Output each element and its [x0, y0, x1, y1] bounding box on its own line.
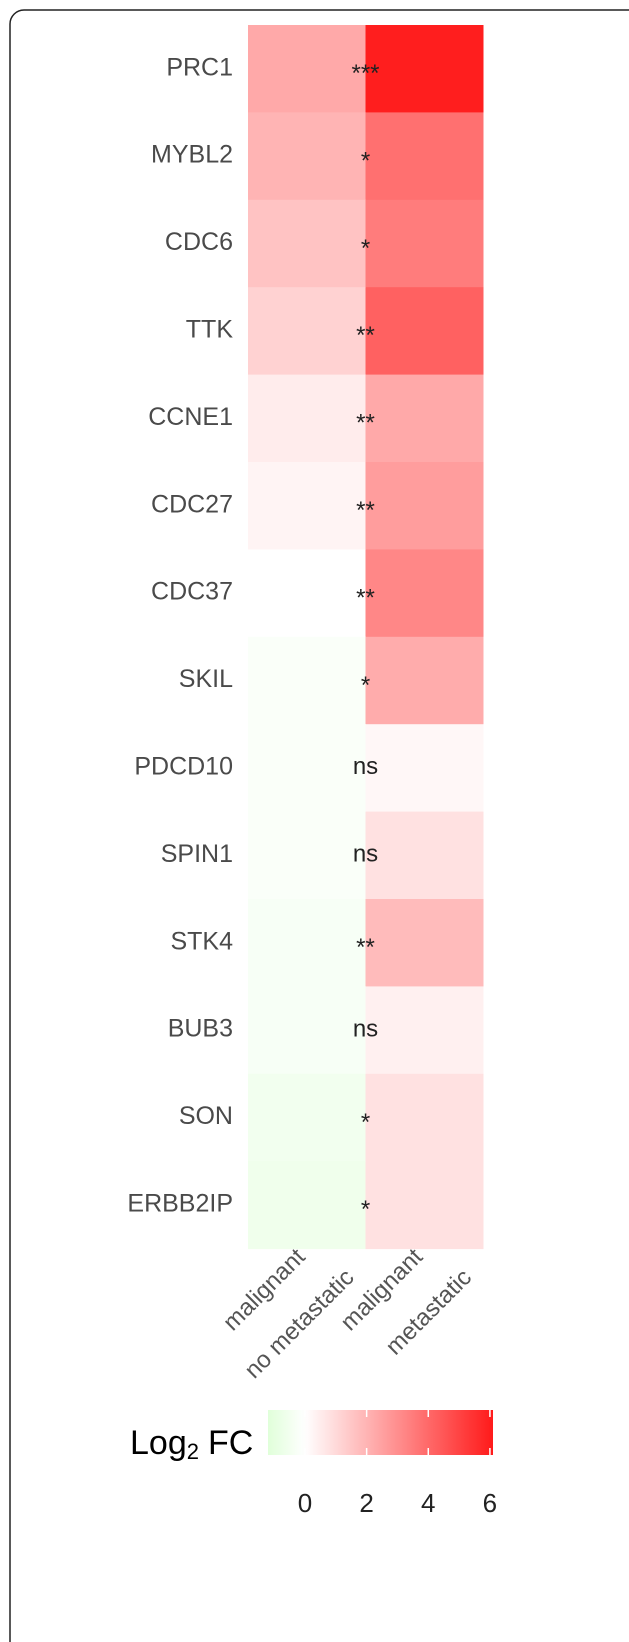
significance-label: ** [356, 410, 375, 437]
significance-label: * [361, 1196, 370, 1223]
cell [365, 287, 484, 376]
colorbar [268, 1410, 493, 1455]
cell [248, 899, 366, 987]
row-label: MYBL2 [151, 141, 233, 169]
cell [248, 986, 366, 1075]
row-label: CDC37 [151, 578, 233, 606]
cell [248, 549, 366, 638]
cell [248, 724, 366, 813]
cell [365, 986, 484, 1075]
row-label: CCNE1 [148, 403, 233, 431]
cell [365, 724, 484, 813]
cell [365, 811, 484, 900]
significance-label: ns [353, 753, 378, 780]
cell [365, 899, 484, 987]
significance-label: ** [356, 584, 375, 611]
cell [365, 1073, 484, 1162]
colorbar-tick-label: 6 [483, 1488, 497, 1518]
significance-label: ** [356, 497, 375, 524]
cell [248, 199, 366, 288]
row-label: BUB3 [168, 1015, 233, 1043]
row-label: SPIN1 [161, 840, 233, 868]
colorbar-title-subscript: 2 [187, 1439, 199, 1464]
cell [248, 1073, 366, 1162]
row-label: ERBB2IP [127, 1190, 233, 1218]
colorbar-title-part: Log [130, 1424, 187, 1462]
cell [365, 374, 484, 463]
significance-label: * [361, 147, 370, 174]
cell [365, 1161, 484, 1250]
cell [248, 462, 366, 550]
colorbar-tick-label: 2 [359, 1488, 373, 1518]
colorbar-tick-label: 4 [421, 1488, 435, 1518]
row-label: PDCD10 [134, 753, 233, 781]
row-label: STK4 [170, 927, 233, 955]
row-label: CDC6 [165, 228, 233, 256]
cell [365, 25, 484, 113]
cell [248, 374, 366, 463]
cell [248, 25, 366, 113]
colorbar-title-part: FC [208, 1424, 253, 1462]
colorbar-tick-label: 0 [298, 1488, 312, 1518]
colorbar-title: Log2 FC [130, 1424, 253, 1464]
significance-label: * [361, 235, 370, 262]
row-label: PRC1 [166, 53, 233, 81]
significance-label: ** [356, 322, 375, 349]
significance-label: ns [353, 841, 378, 868]
plot: PRC1 MYBL2 CDC6 TTK CCNE1 CDC27 CDC37 SKIL PDCD1… [127, 25, 497, 1518]
cell [365, 636, 484, 725]
row-label: SKIL [179, 665, 233, 693]
row-label: CDC27 [151, 490, 233, 518]
significance-label: * [361, 672, 370, 699]
row-label: SON [179, 1102, 233, 1130]
cell [248, 287, 366, 376]
significance-label: ns [353, 1015, 378, 1042]
cell [248, 112, 366, 201]
cell [248, 811, 366, 900]
cell [365, 462, 484, 550]
cell [248, 636, 366, 725]
significance-label: *** [351, 60, 379, 87]
cell [365, 199, 484, 288]
cell [248, 1161, 366, 1250]
significance-label: * [361, 1109, 370, 1136]
row-label: TTK [186, 316, 234, 344]
cell [365, 549, 484, 638]
significance-label: ** [356, 934, 375, 961]
cell [365, 112, 484, 201]
